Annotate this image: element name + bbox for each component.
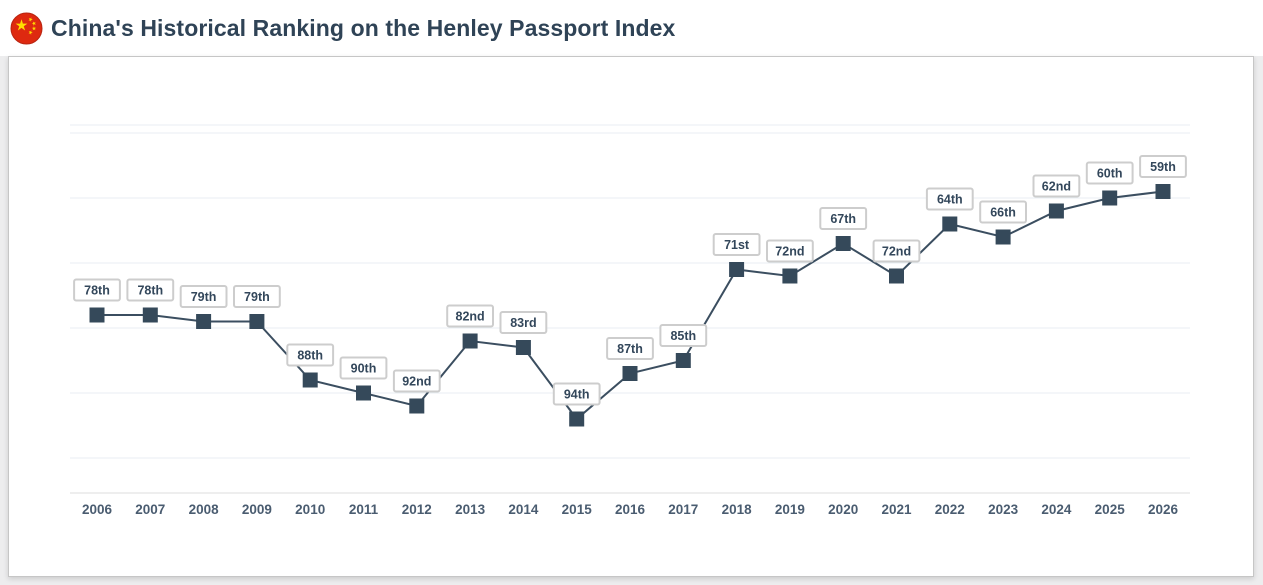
x-axis-tick-label: 2021: [881, 502, 912, 517]
point-label-box: [179, 285, 228, 308]
x-axis-tick-label: 2009: [242, 502, 272, 517]
point-label: 78th: [137, 284, 163, 298]
point-label-box: [766, 239, 814, 263]
x-axis-tick-label: 2010: [295, 502, 325, 517]
point-label-box: [979, 200, 1028, 224]
china-flag-icon: [10, 12, 43, 45]
data-point-marker[interactable]: [835, 236, 851, 251]
x-axis-tick-label: 2015: [562, 502, 593, 517]
point-label: 90th: [351, 362, 377, 376]
point-label-box: [606, 337, 654, 360]
data-point-marker[interactable]: [1155, 184, 1171, 199]
point-label-box: [712, 233, 761, 256]
point-label-box: [659, 324, 708, 347]
data-point-marker[interactable]: [409, 398, 425, 414]
point-label-box: [1139, 155, 1187, 178]
flag-stars: [15, 16, 37, 35]
x-axis-tick-label: 2026: [1148, 502, 1179, 517]
point-label-box: [392, 369, 441, 393]
point-label: 83rd: [510, 316, 536, 330]
point-label: 67th: [830, 212, 856, 226]
data-point-marker[interactable]: [995, 229, 1011, 245]
point-label-box: [499, 311, 548, 334]
x-axis-tick-label: 2013: [455, 502, 486, 517]
point-label-box: [339, 356, 388, 380]
x-axis-tick-label: 2020: [828, 502, 858, 517]
data-point-marker[interactable]: [569, 411, 585, 427]
point-label: 72nd: [775, 245, 804, 259]
point-label: 92nd: [402, 375, 431, 389]
point-label-box: [126, 278, 175, 302]
data-point-marker[interactable]: [515, 340, 531, 355]
x-axis-tick-label: 2012: [402, 502, 432, 517]
x-axis-tick-label: 2024: [1041, 502, 1072, 517]
point-label: 85th: [670, 329, 696, 343]
x-axis-tick-label: 2018: [722, 502, 753, 517]
point-label: 71st: [724, 238, 750, 252]
data-point-marker[interactable]: [675, 353, 691, 368]
x-axis-tick-label: 2017: [668, 502, 698, 517]
point-label: 82nd: [456, 310, 485, 324]
x-axis-tick-label: 2016: [615, 502, 646, 517]
point-label-box: [925, 187, 974, 211]
point-label: 59th: [1150, 160, 1176, 174]
x-axis-tick-label: 2014: [508, 502, 539, 517]
x-axis-tick-label: 2023: [988, 502, 1019, 517]
point-label: 60th: [1097, 167, 1123, 181]
point-label: 64th: [937, 193, 963, 207]
x-axis-tick-label: 2007: [135, 502, 165, 517]
point-label: 66th: [990, 206, 1016, 220]
point-label: 79th: [191, 290, 217, 304]
data-point-marker[interactable]: [889, 268, 904, 284]
point-label-box: [286, 343, 335, 367]
data-point-marker[interactable]: [249, 314, 265, 329]
data-point-marker[interactable]: [196, 314, 212, 329]
data-point-marker[interactable]: [356, 385, 371, 401]
x-axis-tick-label: 2011: [349, 502, 379, 517]
point-label-box: [73, 278, 121, 302]
point-label-box: [1032, 174, 1081, 198]
point-label: 87th: [617, 342, 643, 356]
point-label: 88th: [297, 349, 323, 363]
data-point-marker[interactable]: [622, 366, 638, 381]
point-label: 78th: [84, 284, 110, 298]
data-point-marker[interactable]: [1102, 190, 1118, 206]
data-point-marker[interactable]: [942, 216, 958, 232]
point-label-box: [1085, 161, 1134, 185]
data-point-marker[interactable]: [1048, 203, 1064, 219]
point-label-box: [233, 285, 281, 308]
x-axis-tick-label: 2025: [1095, 502, 1126, 517]
x-axis-tick-label: 2006: [82, 502, 113, 517]
page-title: China's Historical Ranking on the Henley…: [51, 14, 676, 41]
data-point-marker[interactable]: [462, 333, 478, 349]
data-point-marker[interactable]: [729, 262, 745, 277]
data-point-marker[interactable]: [302, 372, 318, 388]
point-label-box: [819, 207, 868, 230]
data-point-marker[interactable]: [89, 307, 105, 323]
ranking-line-chart[interactable]: 78th 78th 79th 79th 88th 90th 92nd 82nd 83rd 94th…: [9, 57, 1253, 576]
page-header: China's Historical Ranking on the Henley…: [0, 0, 1263, 56]
x-axis-tick-label: 2022: [935, 502, 965, 517]
point-label-box: [552, 382, 601, 406]
point-label: 94th: [564, 388, 590, 402]
point-label-box: [446, 304, 495, 328]
data-point-marker[interactable]: [142, 307, 158, 323]
x-axis-tick-label: 2008: [189, 502, 220, 517]
point-label-box: [872, 239, 921, 263]
point-label: 79th: [244, 290, 270, 304]
x-axis-tick-label: 2019: [775, 502, 805, 517]
data-point-marker[interactable]: [782, 268, 798, 284]
chart-card: 78th 78th 79th 79th 88th 90th 92nd 82nd 83rd 94th…: [8, 56, 1254, 577]
point-label: 62nd: [1042, 180, 1071, 194]
point-label: 72nd: [882, 245, 911, 259]
